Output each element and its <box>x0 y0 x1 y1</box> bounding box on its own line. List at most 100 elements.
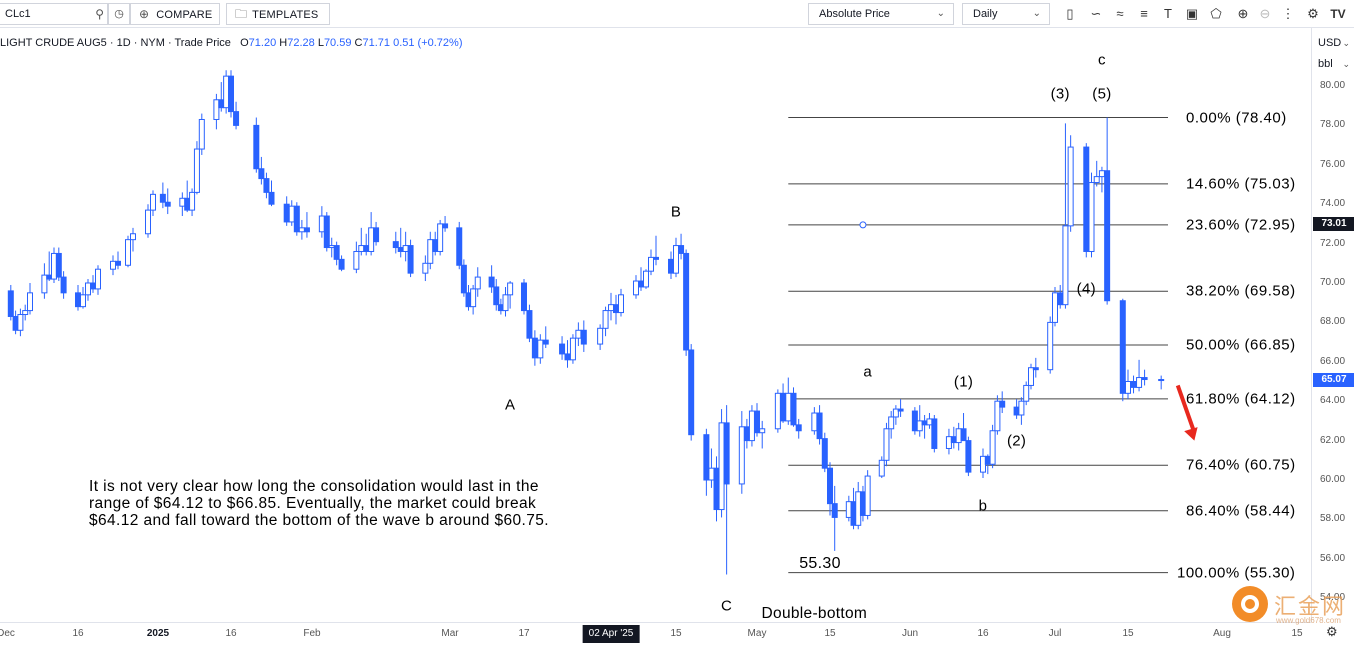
legend-close-label: C <box>354 37 363 49</box>
candle-up <box>125 239 131 266</box>
time-tick: Jun <box>901 628 919 639</box>
candle-down <box>407 245 414 274</box>
candle-down <box>488 276 495 288</box>
zoom-out-icon[interactable]: ⊖ <box>1259 6 1271 21</box>
candle-down <box>526 310 533 339</box>
wave-label: c <box>1098 51 1106 69</box>
price-tick: 58.00 <box>1320 513 1346 525</box>
folder-icon: 🗀 <box>235 7 248 21</box>
chart-legend: LIGHT CRUDE AUG5 · 1D · NYM · Trade Pric… <box>0 37 463 49</box>
gear-icon[interactable]: ⚙ <box>1326 624 1338 639</box>
wave-icon[interactable]: ≈ <box>1116 6 1124 21</box>
zoom-in-icon[interactable]: ⊕ <box>1237 6 1249 21</box>
candle-down <box>293 205 300 233</box>
wave-label: A <box>504 396 516 414</box>
fib-anchor-marker[interactable] <box>859 221 867 229</box>
wave-label: Double-bottom <box>761 604 868 622</box>
tradingview-logo-icon: TV <box>1330 7 1346 21</box>
templates-button[interactable]: 🗀 TEMPLATES <box>226 3 330 25</box>
analysis-note: It is not very clear how long the consol… <box>89 478 549 529</box>
chart-overlay: 0.00% (78.40) 14.60% (75.03) 23.60% (72.95… <box>0 28 1311 622</box>
wave-label: b <box>978 497 988 515</box>
crosshair-price-badge: 73.01 <box>1313 216 1354 231</box>
chevron-down-icon: ⌄ <box>1342 38 1350 48</box>
candle-down <box>460 264 467 294</box>
trend-line-icon[interactable]: ≡ <box>1140 6 1148 21</box>
time-scale[interactable]: Dec 16 2025 16 Feb Mar 17 15 May 15 Jun 16 Jul 15 Aug 1… <box>0 622 1311 646</box>
price-tick: 74.00 <box>1320 198 1346 210</box>
symbol-input[interactable]: CLc1 ⚲ <box>0 3 108 25</box>
currency-select[interactable]: USD ⌄ <box>1314 34 1352 52</box>
indicator-icon[interactable]: ∽ <box>1090 6 1102 21</box>
legend-kind: Trade Price <box>174 37 231 49</box>
candle-up <box>1047 321 1054 371</box>
gear-icon[interactable]: ⚙ <box>1307 6 1319 21</box>
legend-interval: 1D <box>116 37 131 49</box>
interval-value: Daily <box>973 8 998 20</box>
candle-down <box>1141 377 1148 381</box>
search-icon[interactable]: ⚲ <box>95 7 104 21</box>
candle-down <box>831 503 838 518</box>
price-tick: 70.00 <box>1320 277 1346 288</box>
candle-up <box>888 416 895 430</box>
interval-select[interactable]: Daily ⌄ <box>962 3 1050 25</box>
price-tick: 56.00 <box>1320 552 1346 564</box>
candle-up <box>193 148 200 193</box>
unit-select[interactable]: bbl ⌄ <box>1314 55 1352 73</box>
compare-button[interactable]: ⊕ COMPARE <box>130 3 220 25</box>
candlestick-chart-icon[interactable]: ▯ <box>1066 6 1074 21</box>
time-tick: 16 <box>72 628 84 639</box>
wave-label: (3) <box>1050 85 1070 103</box>
polygon-tool-icon[interactable]: ⬠ <box>1210 6 1222 21</box>
wave-label: B <box>670 203 682 221</box>
price-type-select[interactable]: Absolute Price ⌄ <box>808 3 954 25</box>
text-tool-icon[interactable]: T <box>1164 6 1172 21</box>
price-tick: 76.00 <box>1320 158 1346 170</box>
fib-level-label: 23.60% (72.95) <box>1186 216 1296 234</box>
legend-close: 71.71 <box>362 37 391 49</box>
time-tick: 15 <box>670 628 682 639</box>
price-tick: 64.00 <box>1320 395 1346 407</box>
candle-down <box>580 329 587 345</box>
time-tick: 17 <box>518 628 530 639</box>
price-tick: 60.00 <box>1320 474 1346 485</box>
candle-down <box>1158 379 1165 382</box>
candle-down <box>233 111 240 126</box>
candle-down <box>323 215 330 249</box>
time-tick: 15 <box>824 628 836 639</box>
price-tick: 78.00 <box>1320 119 1346 131</box>
current-price-badge: 65.07 <box>1313 373 1354 388</box>
price-tick: 54.00 <box>1320 592 1346 604</box>
history-icon[interactable]: ◷ <box>108 3 130 25</box>
candle-down <box>1104 170 1111 302</box>
price-chart[interactable] <box>0 28 1311 622</box>
candle-down <box>688 349 695 436</box>
candle-up <box>597 327 604 345</box>
candle-up <box>892 408 899 418</box>
legend-low-label: L <box>317 37 324 49</box>
time-tick: Feb <box>303 628 321 639</box>
time-tick: Mar <box>441 628 459 639</box>
rectangle-tool-icon[interactable]: ▣ <box>1185 6 1199 21</box>
candle-up <box>213 99 220 120</box>
candle-up <box>1023 384 1030 402</box>
candle-up <box>1062 225 1069 306</box>
candle-up <box>80 294 86 308</box>
candle-down <box>1119 300 1126 394</box>
templates-label: TEMPLATES <box>252 9 319 21</box>
price-tick: 68.00 <box>1320 316 1346 328</box>
candle-up <box>916 420 923 432</box>
candle-up <box>648 256 654 272</box>
anchor-low-label: 55.30 <box>799 554 841 572</box>
compare-label: COMPARE <box>156 9 213 21</box>
more-icon[interactable]: ⋮ <box>1281 6 1295 21</box>
candle-down <box>703 434 710 481</box>
price-scale[interactable]: USD ⌄ bbl ⌄ 80.00 78.00 76.00 74.00 72.00 70.… <box>1311 28 1354 622</box>
price-tick: 72.00 <box>1320 237 1346 249</box>
wave-label: (1) <box>953 373 974 390</box>
candle-down <box>653 256 659 260</box>
candles <box>7 70 1165 575</box>
candle-up <box>1088 182 1095 252</box>
candle-down <box>897 408 904 412</box>
candle-up <box>150 193 156 211</box>
